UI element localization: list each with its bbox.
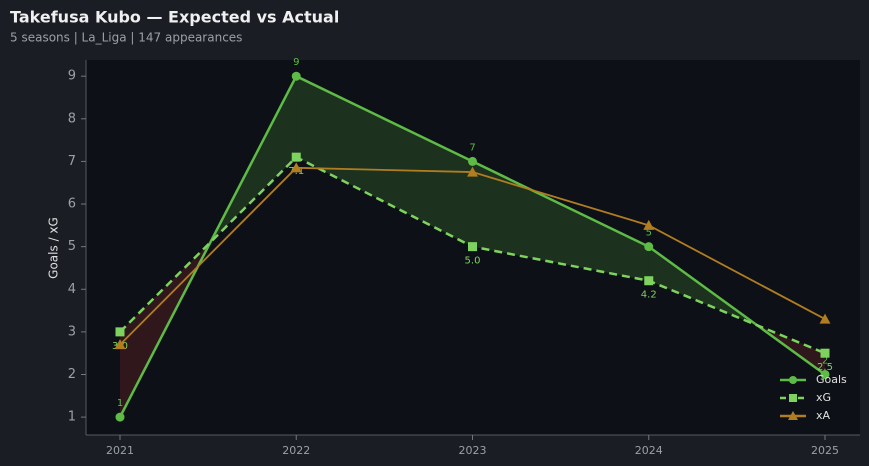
point <box>291 71 301 81</box>
legend-label: xG <box>816 391 831 404</box>
point <box>115 327 125 337</box>
diff-area <box>472 161 649 281</box>
value-label: 2.5 <box>817 362 833 373</box>
y-tick-label: 7 <box>68 154 76 169</box>
point <box>115 412 125 422</box>
y-tick-label: 8 <box>68 111 76 126</box>
point <box>819 313 831 324</box>
y-tick-label: 3 <box>68 324 76 339</box>
point <box>644 276 654 286</box>
y-tick-label: 1 <box>68 410 76 425</box>
point <box>644 242 654 252</box>
point <box>468 242 477 252</box>
legend-marker <box>789 376 797 384</box>
y-tick-label: 2 <box>68 367 76 382</box>
y-tick-label: 6 <box>68 197 76 212</box>
y-tick-label: 9 <box>68 69 76 84</box>
x-tick-label: 2022 <box>282 444 310 457</box>
value-label: 5 <box>646 228 652 239</box>
value-label: 4.2 <box>641 290 657 301</box>
point <box>820 369 830 379</box>
x-tick-label: 2023 <box>459 444 487 457</box>
point <box>643 219 655 230</box>
value-label: 1 <box>117 398 123 409</box>
point <box>820 348 830 358</box>
legend-marker <box>788 411 798 420</box>
point <box>114 339 126 350</box>
y-tick-label: 5 <box>68 239 76 254</box>
point <box>467 166 478 177</box>
legend-label: Goals <box>816 373 847 386</box>
value-label: 2 <box>822 355 828 366</box>
point <box>291 152 301 162</box>
x-tick-label: 2021 <box>106 444 134 457</box>
y-tick-label: 4 <box>68 282 76 297</box>
value-label: 5.0 <box>465 256 481 267</box>
x-tick-label: 2024 <box>635 444 663 457</box>
chart-title: Takefusa Kubo — Expected vs Actual <box>10 8 339 27</box>
value-label: 9 <box>293 57 299 68</box>
value-label: 7 <box>469 142 475 153</box>
legend-marker <box>789 394 797 402</box>
point <box>468 156 477 166</box>
y-axis-label: Goals / xG <box>47 217 61 279</box>
point <box>290 162 302 173</box>
legend-label: xA <box>816 409 831 422</box>
diff-area <box>296 76 473 247</box>
chart-subtitle: 5 seasons | La_Liga | 147 appearances <box>10 31 242 45</box>
x-tick-label: 2025 <box>811 444 839 457</box>
